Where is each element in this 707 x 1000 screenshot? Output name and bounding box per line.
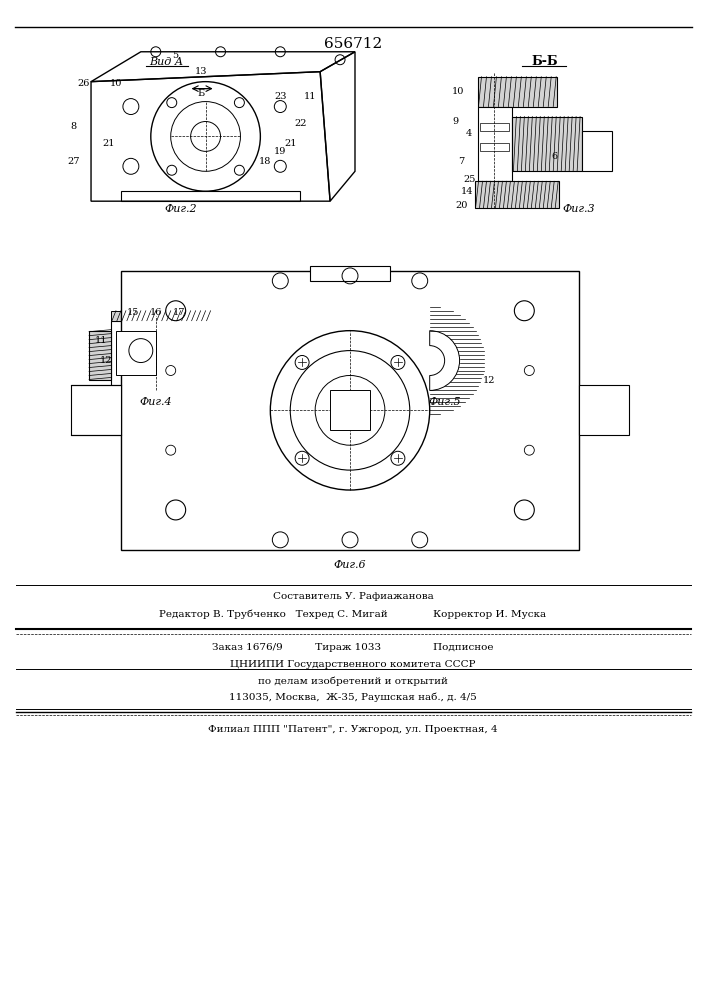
Text: 21: 21 (284, 139, 296, 148)
Text: по делам изобретений и открытий: по делам изобретений и открытий (258, 677, 448, 686)
Text: ЦНИИПИ Государственного комитета СССР: ЦНИИПИ Государственного комитета СССР (230, 660, 476, 669)
Text: 21: 21 (103, 139, 115, 148)
Bar (582, 131, 612, 171)
Text: 18: 18 (259, 157, 271, 166)
Text: 9: 9 (452, 117, 459, 126)
Text: 16: 16 (150, 308, 162, 317)
Text: 10: 10 (110, 79, 122, 88)
Text: 4: 4 (465, 129, 472, 138)
Text: 11: 11 (95, 336, 107, 345)
Bar (71, 385, 121, 435)
Bar (310, 266, 390, 281)
Bar (579, 385, 629, 435)
Text: Фиг.6: Фиг.6 (334, 560, 366, 570)
Bar (479, 143, 509, 151)
Text: Фиг.2: Фиг.2 (164, 204, 197, 214)
Bar (474, 181, 559, 208)
Text: Фиг.5: Фиг.5 (428, 397, 461, 407)
Bar (330, 390, 370, 430)
Text: 7: 7 (458, 157, 464, 166)
Bar (116, 331, 156, 375)
Text: Фиг.3: Фиг.3 (563, 204, 595, 214)
Text: Редактор В. Трубченко   Техред С. Мигай              Корректор И. Муска: Редактор В. Трубченко Техред С. Мигай Ко… (160, 610, 547, 619)
Text: 25: 25 (463, 175, 476, 184)
Text: 13: 13 (194, 67, 207, 76)
Text: 14: 14 (461, 187, 474, 196)
Text: Б-Б: Б-Б (531, 55, 558, 68)
Text: Составитель У. Рафиажанова: Составитель У. Рафиажанова (273, 592, 433, 601)
Text: Вид А: Вид А (148, 57, 183, 67)
Text: 26: 26 (77, 79, 89, 88)
Text: 15: 15 (127, 308, 139, 317)
Bar (513, 117, 582, 171)
Text: 27: 27 (68, 157, 81, 166)
Bar (111, 321, 211, 390)
Text: 113035, Москва,  Ж-35, Раушская наб., д. 4/5: 113035, Москва, Ж-35, Раушская наб., д. … (229, 692, 477, 702)
Text: 17: 17 (173, 308, 185, 317)
Text: 11: 11 (304, 92, 317, 101)
Text: 23: 23 (274, 92, 286, 101)
Wedge shape (430, 331, 460, 390)
Bar (477, 77, 557, 107)
Text: 10: 10 (451, 87, 464, 96)
Text: Б: Б (197, 89, 204, 98)
Text: Филиал ППП "Патент", г. Ужгород, ул. Проектная, 4: Филиал ППП "Патент", г. Ужгород, ул. Про… (208, 725, 498, 734)
Text: 12: 12 (483, 376, 496, 385)
Bar (111, 311, 211, 321)
Bar (89, 331, 111, 380)
Text: 656712: 656712 (324, 37, 382, 51)
Text: 19: 19 (274, 147, 286, 156)
Text: 20: 20 (455, 201, 468, 210)
Text: 8: 8 (70, 122, 76, 131)
Bar (477, 107, 513, 181)
Wedge shape (430, 306, 484, 415)
Text: 12: 12 (100, 356, 112, 365)
Text: 6: 6 (551, 152, 557, 161)
Bar (479, 123, 509, 131)
Text: Заказ 1676/9          Тираж 1033                Подписное: Заказ 1676/9 Тираж 1033 Подписное (212, 643, 493, 652)
Bar (121, 271, 579, 550)
Text: 5: 5 (173, 51, 179, 60)
Text: 22: 22 (294, 119, 306, 128)
Text: Фиг.4: Фиг.4 (139, 397, 172, 407)
